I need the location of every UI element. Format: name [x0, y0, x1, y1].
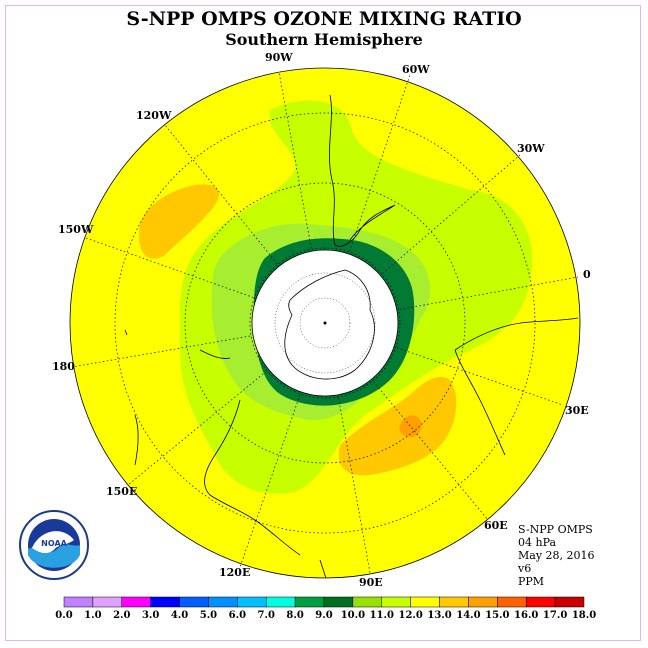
colorbar-swatch [352, 596, 383, 608]
high-ozone-patch-east [338, 376, 457, 476]
colorbar-tick-label: 3.0 [142, 610, 159, 621]
lon-label-90w: 90W [265, 51, 293, 64]
colorbar-tick-label: 0.0 [55, 610, 72, 621]
colorbar-swatch [265, 596, 296, 608]
colorbar-tick-label: 11.0 [370, 610, 394, 621]
lon-label-120e: 120E [219, 566, 250, 579]
colorbar-swatch [150, 596, 180, 608]
colorbar-tick-label: 4.0 [171, 610, 188, 621]
colorbar-swatch [554, 596, 585, 608]
colorbar: 0.0 1.0 2.0 3.0 4.0 5.0 6.0 7.0 8.0 9.0 10.0 11.0 12… [55, 596, 596, 621]
map-subtitle: Southern Hemisphere [225, 30, 423, 49]
colorbar-swatch [92, 596, 123, 608]
lon-label-120w: 120W [136, 109, 172, 122]
colorbar-swatch [381, 596, 411, 608]
info-version: v6 [518, 562, 532, 575]
lon-label-180: 180 [52, 360, 75, 373]
info-block: S-NPP OMPS 04 hPa May 28, 2016 v6 PPM [518, 523, 595, 588]
colorbar-swatch [63, 596, 94, 608]
lon-label-60e: 60E [484, 519, 508, 532]
info-units: PPM [518, 575, 545, 588]
colorbar-tick-label: 10.0 [341, 610, 365, 621]
info-level: 04 hPa [518, 536, 557, 549]
lon-label-150e: 150E [106, 485, 137, 498]
map-edge [69, 67, 581, 579]
colorbar-tick-label: 1.0 [84, 610, 101, 621]
lon-label-150w: 150W [58, 223, 94, 236]
colorbar-tick-label: 9.0 [315, 610, 332, 621]
colorbar-swatch [410, 596, 440, 608]
info-instrument: S-NPP OMPS [518, 523, 593, 536]
inner-graticule [274, 272, 376, 374]
south-pole-marker [323, 321, 327, 325]
colorbar-tick-label: 5.0 [200, 610, 217, 621]
lon-label-60w: 60W [402, 63, 430, 76]
colorbar-tick-label: 12.0 [398, 610, 422, 621]
noaa-logo: NOAA [19, 510, 89, 580]
info-date: May 28, 2016 [518, 549, 595, 562]
map-title: S-NPP OMPS OZONE MIXING RATIO [126, 8, 522, 30]
colorbar-swatch [497, 596, 527, 608]
colorbar-tick-label: 15.0 [485, 610, 509, 621]
antarctica-outline [284, 269, 375, 380]
colorbar-tick-label: 8.0 [286, 610, 303, 621]
lon-label-30w: 30W [517, 142, 545, 155]
colorbar-swatch [525, 596, 556, 608]
lon-label-90e: 90E [359, 576, 383, 589]
high-ozone-patch-west [139, 184, 219, 259]
lon-label-0: 0 [583, 268, 591, 281]
colorbar-tick-label: 2.0 [113, 610, 130, 621]
graticule [71, 71, 579, 574]
colorbar-tick-label: 13.0 [427, 610, 451, 621]
colorbar-tick-label: 16.0 [514, 610, 538, 621]
colorbar-swatch [179, 596, 209, 608]
colorbar-tick-label: 14.0 [456, 610, 480, 621]
lon-label-30e: 30E [565, 404, 589, 417]
high-ozone-core [399, 415, 422, 438]
colorbar-swatch [323, 596, 354, 608]
colorbar-swatch [208, 596, 238, 608]
colorbar-swatch [294, 596, 325, 608]
colorbar-swatch [237, 596, 267, 608]
colorbar-tick-label: 17.0 [543, 610, 567, 621]
colorbar-tick-label: 6.0 [229, 610, 246, 621]
image-frame [5, 5, 641, 641]
colorbar-tick-label: 7.0 [258, 610, 275, 621]
colorbar-swatch [121, 596, 151, 608]
noaa-logo-text: NOAA [41, 539, 67, 548]
colorbar-swatch [468, 596, 498, 608]
colorbar-swatch [439, 596, 469, 608]
colorbar-tick-label: 18.0 [572, 610, 596, 621]
